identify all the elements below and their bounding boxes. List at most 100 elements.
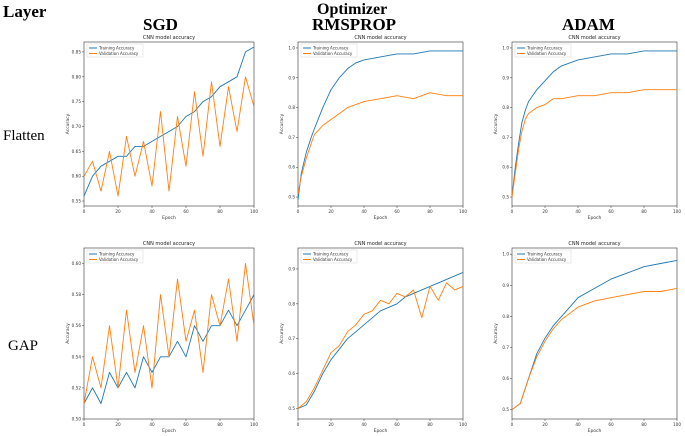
x-tick-label: 20 [328, 209, 334, 214]
x-tick-label: 60 [183, 422, 189, 427]
x-tick-label: 0 [511, 209, 514, 214]
x-tick-label: 0 [83, 422, 86, 427]
y-tick-label: 0.7 [502, 345, 509, 350]
y-axis-label: Accuracy [279, 323, 285, 344]
x-tick-label: 60 [608, 422, 614, 427]
plot-frame [297, 41, 464, 207]
y-tick-label: 0.7 [288, 336, 295, 341]
y-tick-label: 0.60 [72, 261, 82, 266]
training-accuracy-line [511, 259, 678, 411]
plot-frame [511, 247, 678, 420]
y-axis-label: Accuracy [65, 323, 71, 344]
plot-frame [83, 247, 255, 420]
column-header-adam: ADAM [562, 15, 615, 34]
x-axis-label: Epoch [374, 428, 388, 434]
y-tick-label: 0.55 [72, 199, 82, 204]
x-tick-label: 60 [394, 209, 400, 214]
x-tick-label: 0 [83, 209, 86, 214]
y-tick-label: 0.85 [72, 49, 82, 54]
row-label-gap: GAP [8, 338, 39, 354]
y-tick-label: 0.7 [288, 135, 295, 140]
chart-title: CNN model accuracy [354, 35, 406, 41]
chart-gap-rmsprop: CNN model accuracy 0 20 40 60 80 100 0.5 0.6 0.7 0… [279, 241, 467, 434]
x-tick-label: 80 [427, 209, 433, 214]
x-tick-label: 20 [115, 209, 121, 214]
y-tick-label: 0.5 [502, 195, 509, 200]
x-tick-label: 40 [575, 422, 581, 427]
x-tick-label: 0 [511, 422, 514, 427]
x-tick-label: 40 [149, 209, 155, 214]
y-axis-label: Accuracy [65, 113, 71, 134]
legend-entry: Validation Accuracy [527, 257, 567, 262]
chart-title: CNN model accuracy [568, 35, 620, 41]
y-tick-label: 0.6 [288, 371, 295, 376]
y-axis-label: Accuracy [279, 113, 285, 134]
x-tick-label: 20 [542, 209, 548, 214]
validation-accuracy-line [83, 76, 255, 197]
y-tick-label: 0.5 [288, 195, 295, 200]
x-axis-label: Epoch [162, 428, 176, 434]
validation-accuracy-line [511, 287, 678, 411]
x-tick-label: 0 [297, 422, 300, 427]
plot-frame [83, 41, 255, 207]
y-tick-label: 0.5 [288, 406, 295, 411]
x-axis-label: Epoch [588, 215, 602, 221]
x-tick-label: 100 [250, 209, 258, 214]
x-tick-label: 100 [673, 209, 681, 214]
y-tick-label: 0.65 [72, 149, 82, 154]
y-tick-label: 0.75 [72, 99, 82, 104]
x-tick-label: 20 [115, 422, 121, 427]
x-tick-label: 80 [641, 422, 647, 427]
plot-frame [511, 41, 678, 207]
y-axis-label: Accuracy [493, 323, 499, 344]
y-tick-label: 0.8 [502, 314, 509, 319]
x-tick-label: 20 [328, 422, 334, 427]
x-tick-label: 100 [250, 422, 258, 427]
legend-entry: Training Accuracy [312, 252, 349, 257]
x-tick-label: 20 [542, 422, 548, 427]
legend-entry: Training Accuracy [526, 46, 563, 51]
legend-box [514, 43, 572, 58]
x-tick-label: 40 [149, 422, 155, 427]
y-axis-label: Accuracy [493, 113, 499, 134]
validation-accuracy-line [297, 282, 464, 409]
legend-entry: Validation Accuracy [99, 51, 139, 56]
x-axis-label: Epoch [374, 215, 388, 221]
y-tick-label: 0.6 [288, 165, 295, 170]
chart-flatten-sgd: CNN model accuracy 0 20 40 60 80 100 0.55 0.60 0.… [65, 35, 258, 221]
training-accuracy-line [83, 294, 255, 404]
y-tick-label: 0.50 [72, 417, 82, 422]
y-tick-label: 0.5 [502, 407, 509, 412]
legend-entry: Validation Accuracy [313, 257, 353, 262]
y-tick-label: 1.0 [502, 252, 509, 257]
y-tick-label: 0.8 [288, 301, 295, 306]
y-tick-label: 0.8 [502, 105, 509, 110]
x-tick-label: 80 [641, 209, 647, 214]
x-tick-label: 80 [217, 209, 223, 214]
chart-flatten-adam: CNN model accuracy 0 20 40 60 80 100 0.5 0.6 0.7 0… [493, 35, 681, 221]
y-tick-label: 0.8 [288, 105, 295, 110]
y-tick-label: 0.7 [502, 135, 509, 140]
legend-entry: Validation Accuracy [313, 51, 353, 56]
chart-flatten-rmsprop: CNN model accuracy 0 20 40 60 80 100 0.5 0.6 0.7 0… [279, 35, 467, 221]
legend-entry: Validation Accuracy [527, 51, 567, 56]
chart-title: CNN model accuracy [143, 241, 195, 247]
legend-entry: Training Accuracy [312, 46, 349, 51]
x-axis-label: Epoch [162, 215, 176, 221]
x-axis-label: Epoch [588, 428, 602, 434]
plot-frame [297, 247, 464, 420]
y-tick-label: 0.9 [288, 75, 295, 80]
x-tick-label: 60 [394, 422, 400, 427]
column-header-sgd: SGD [143, 15, 178, 34]
x-tick-label: 100 [673, 422, 681, 427]
legend-box [86, 43, 144, 58]
y-tick-label: 0.56 [72, 323, 82, 328]
x-tick-label: 40 [361, 422, 367, 427]
y-tick-label: 0.52 [72, 385, 82, 390]
training-accuracy-line [83, 46, 255, 197]
legend-box [300, 249, 358, 264]
y-tick-label: 0.54 [72, 354, 82, 359]
validation-accuracy-line [297, 92, 463, 195]
x-tick-label: 60 [608, 209, 614, 214]
y-tick-label: 0.6 [502, 376, 509, 381]
